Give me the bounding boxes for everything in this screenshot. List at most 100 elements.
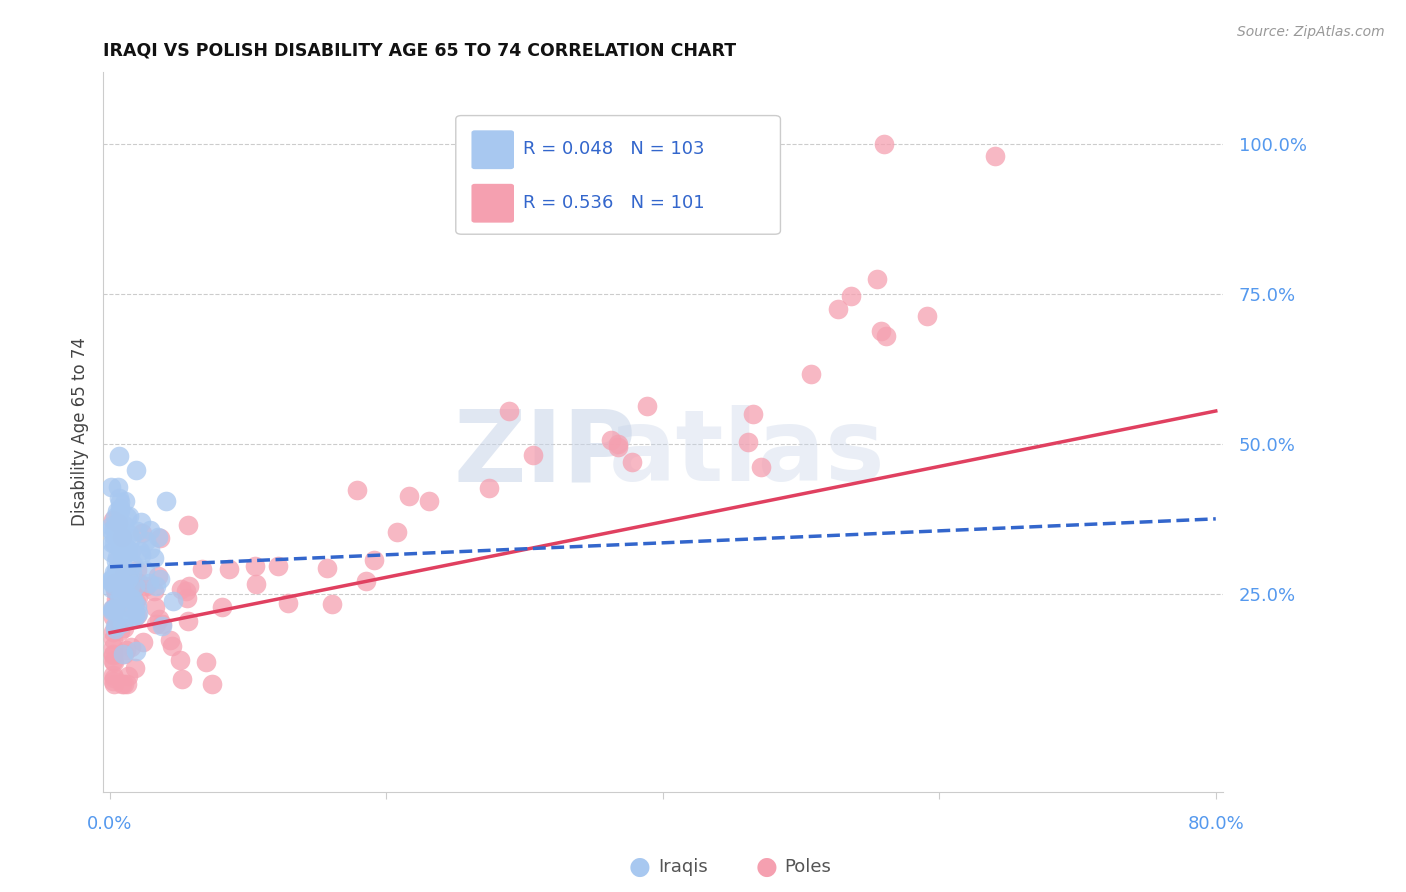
Y-axis label: Disability Age 65 to 74: Disability Age 65 to 74 — [72, 337, 89, 526]
Text: 0.0%: 0.0% — [87, 815, 132, 833]
Point — [111, 676, 134, 690]
Point — [138, 576, 160, 591]
Point — [124, 595, 146, 609]
Point — [146, 530, 169, 544]
Point — [103, 654, 125, 668]
Point — [179, 579, 201, 593]
Point — [114, 570, 136, 584]
Point — [742, 407, 765, 421]
Point — [218, 562, 240, 576]
Point — [110, 561, 132, 575]
Point — [201, 676, 224, 690]
Point — [139, 541, 162, 556]
Point — [115, 643, 138, 657]
Point — [105, 585, 128, 599]
Point — [120, 544, 142, 558]
Point — [110, 529, 132, 543]
Point — [108, 533, 131, 547]
Point — [124, 607, 146, 622]
Point — [105, 561, 128, 575]
Point — [112, 647, 135, 661]
Point — [749, 459, 772, 474]
Point — [111, 647, 134, 661]
Point — [870, 324, 893, 338]
Point — [522, 448, 544, 462]
FancyBboxPatch shape — [456, 116, 780, 235]
Point — [104, 618, 127, 632]
Point — [606, 436, 628, 450]
Point — [160, 639, 183, 653]
Point — [125, 607, 148, 622]
Point — [108, 591, 131, 606]
Point — [135, 534, 157, 549]
Point — [125, 594, 148, 608]
Text: ●: ● — [755, 855, 778, 879]
Point — [915, 309, 938, 323]
Point — [103, 603, 125, 617]
Text: Iraqis: Iraqis — [658, 858, 707, 876]
Point — [873, 137, 896, 152]
Point — [636, 399, 658, 413]
Point — [118, 568, 141, 582]
Point — [112, 676, 135, 690]
Point — [125, 599, 148, 613]
Text: ZIP: ZIP — [454, 405, 637, 502]
Point — [316, 561, 339, 575]
Point — [105, 602, 128, 616]
Point — [827, 301, 849, 316]
Point — [129, 515, 152, 529]
Point — [101, 574, 124, 588]
Point — [277, 596, 299, 610]
Text: ●: ● — [628, 855, 651, 879]
Point — [121, 590, 143, 604]
Point — [498, 404, 520, 418]
Point — [110, 541, 132, 556]
Point — [125, 463, 148, 477]
Point — [110, 533, 132, 547]
Point — [110, 578, 132, 592]
Point — [104, 602, 127, 616]
Point — [100, 544, 122, 558]
Point — [118, 509, 141, 524]
Text: R = 0.536   N = 101: R = 0.536 N = 101 — [523, 194, 704, 211]
Point — [398, 489, 420, 503]
Point — [128, 576, 150, 591]
Point — [121, 566, 143, 580]
Point — [103, 601, 125, 615]
Point — [122, 591, 145, 606]
Point — [115, 509, 138, 524]
Point — [110, 551, 132, 566]
Point — [174, 583, 197, 598]
Point — [101, 673, 124, 688]
Point — [131, 525, 153, 540]
Point — [346, 483, 368, 497]
Point — [101, 632, 124, 647]
Text: Poles: Poles — [785, 858, 831, 876]
Point — [111, 588, 134, 602]
Text: 80.0%: 80.0% — [1188, 815, 1244, 833]
Point — [107, 516, 129, 530]
Point — [100, 572, 122, 586]
Point — [176, 615, 198, 629]
Point — [148, 569, 170, 583]
Point — [356, 574, 378, 588]
Point — [103, 565, 125, 579]
Point — [103, 676, 125, 690]
Text: atlas: atlas — [609, 405, 886, 502]
Point — [737, 435, 759, 450]
Point — [100, 573, 122, 587]
Point — [107, 480, 129, 494]
Point — [108, 569, 131, 583]
Point — [105, 517, 128, 532]
Point — [117, 542, 139, 557]
Point — [120, 612, 142, 626]
Point — [111, 605, 134, 619]
Point — [103, 521, 125, 535]
Point — [111, 535, 134, 549]
Point — [100, 523, 122, 537]
Point — [108, 494, 131, 508]
Point — [245, 577, 267, 591]
Point — [143, 550, 166, 565]
Point — [124, 610, 146, 624]
Point — [117, 572, 139, 586]
